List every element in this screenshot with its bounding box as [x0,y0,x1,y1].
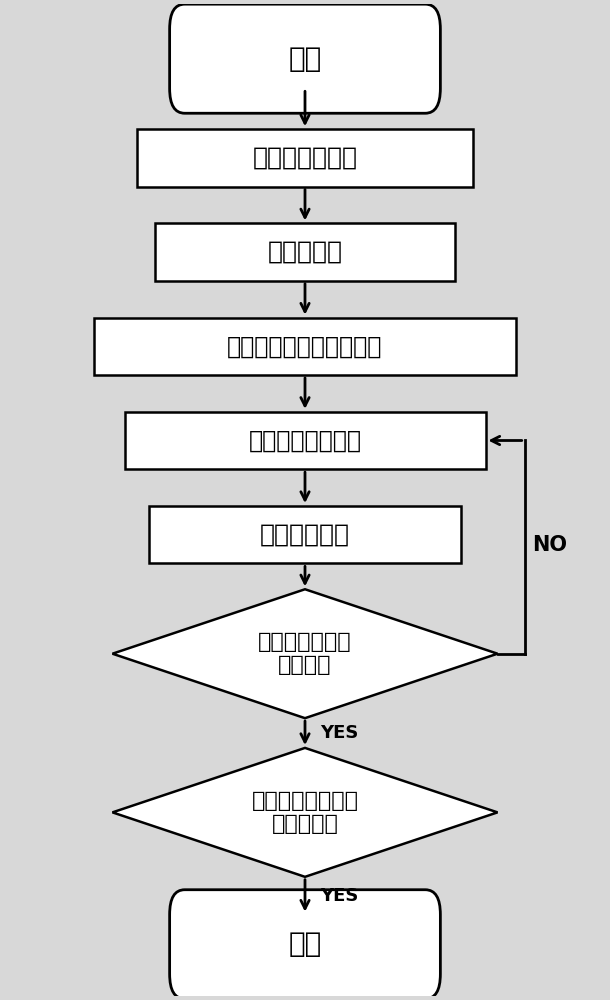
Text: YES: YES [320,887,359,905]
Text: 数据远程传输: 数据远程传输 [260,523,350,547]
Text: NO: NO [533,535,567,555]
Polygon shape [112,748,498,877]
Text: 开始: 开始 [289,45,321,73]
Text: 处理并判断数据是
否超出阈值: 处理并判断数据是 否超出阈值 [251,791,359,834]
Bar [95,318,515,375]
Text: 上位机判断数据
是否完整: 上位机判断数据 是否完整 [258,632,352,675]
Bar [124,412,486,469]
Bar [137,129,473,187]
FancyBboxPatch shape [170,890,440,999]
Polygon shape [112,589,498,718]
Text: 光开关导通: 光开关导通 [268,240,342,264]
Text: 下位机数据采集: 下位机数据采集 [253,146,357,170]
FancyBboxPatch shape [170,4,440,113]
Bar [149,506,461,563]
Text: YES: YES [320,724,359,742]
Text: 光纤光栅解调仪采集数据: 光纤光栅解调仪采集数据 [228,334,382,358]
Text: 报警: 报警 [289,930,321,958]
Bar [154,223,456,281]
Text: 下位机数据预处理: 下位机数据预处理 [248,428,362,452]
